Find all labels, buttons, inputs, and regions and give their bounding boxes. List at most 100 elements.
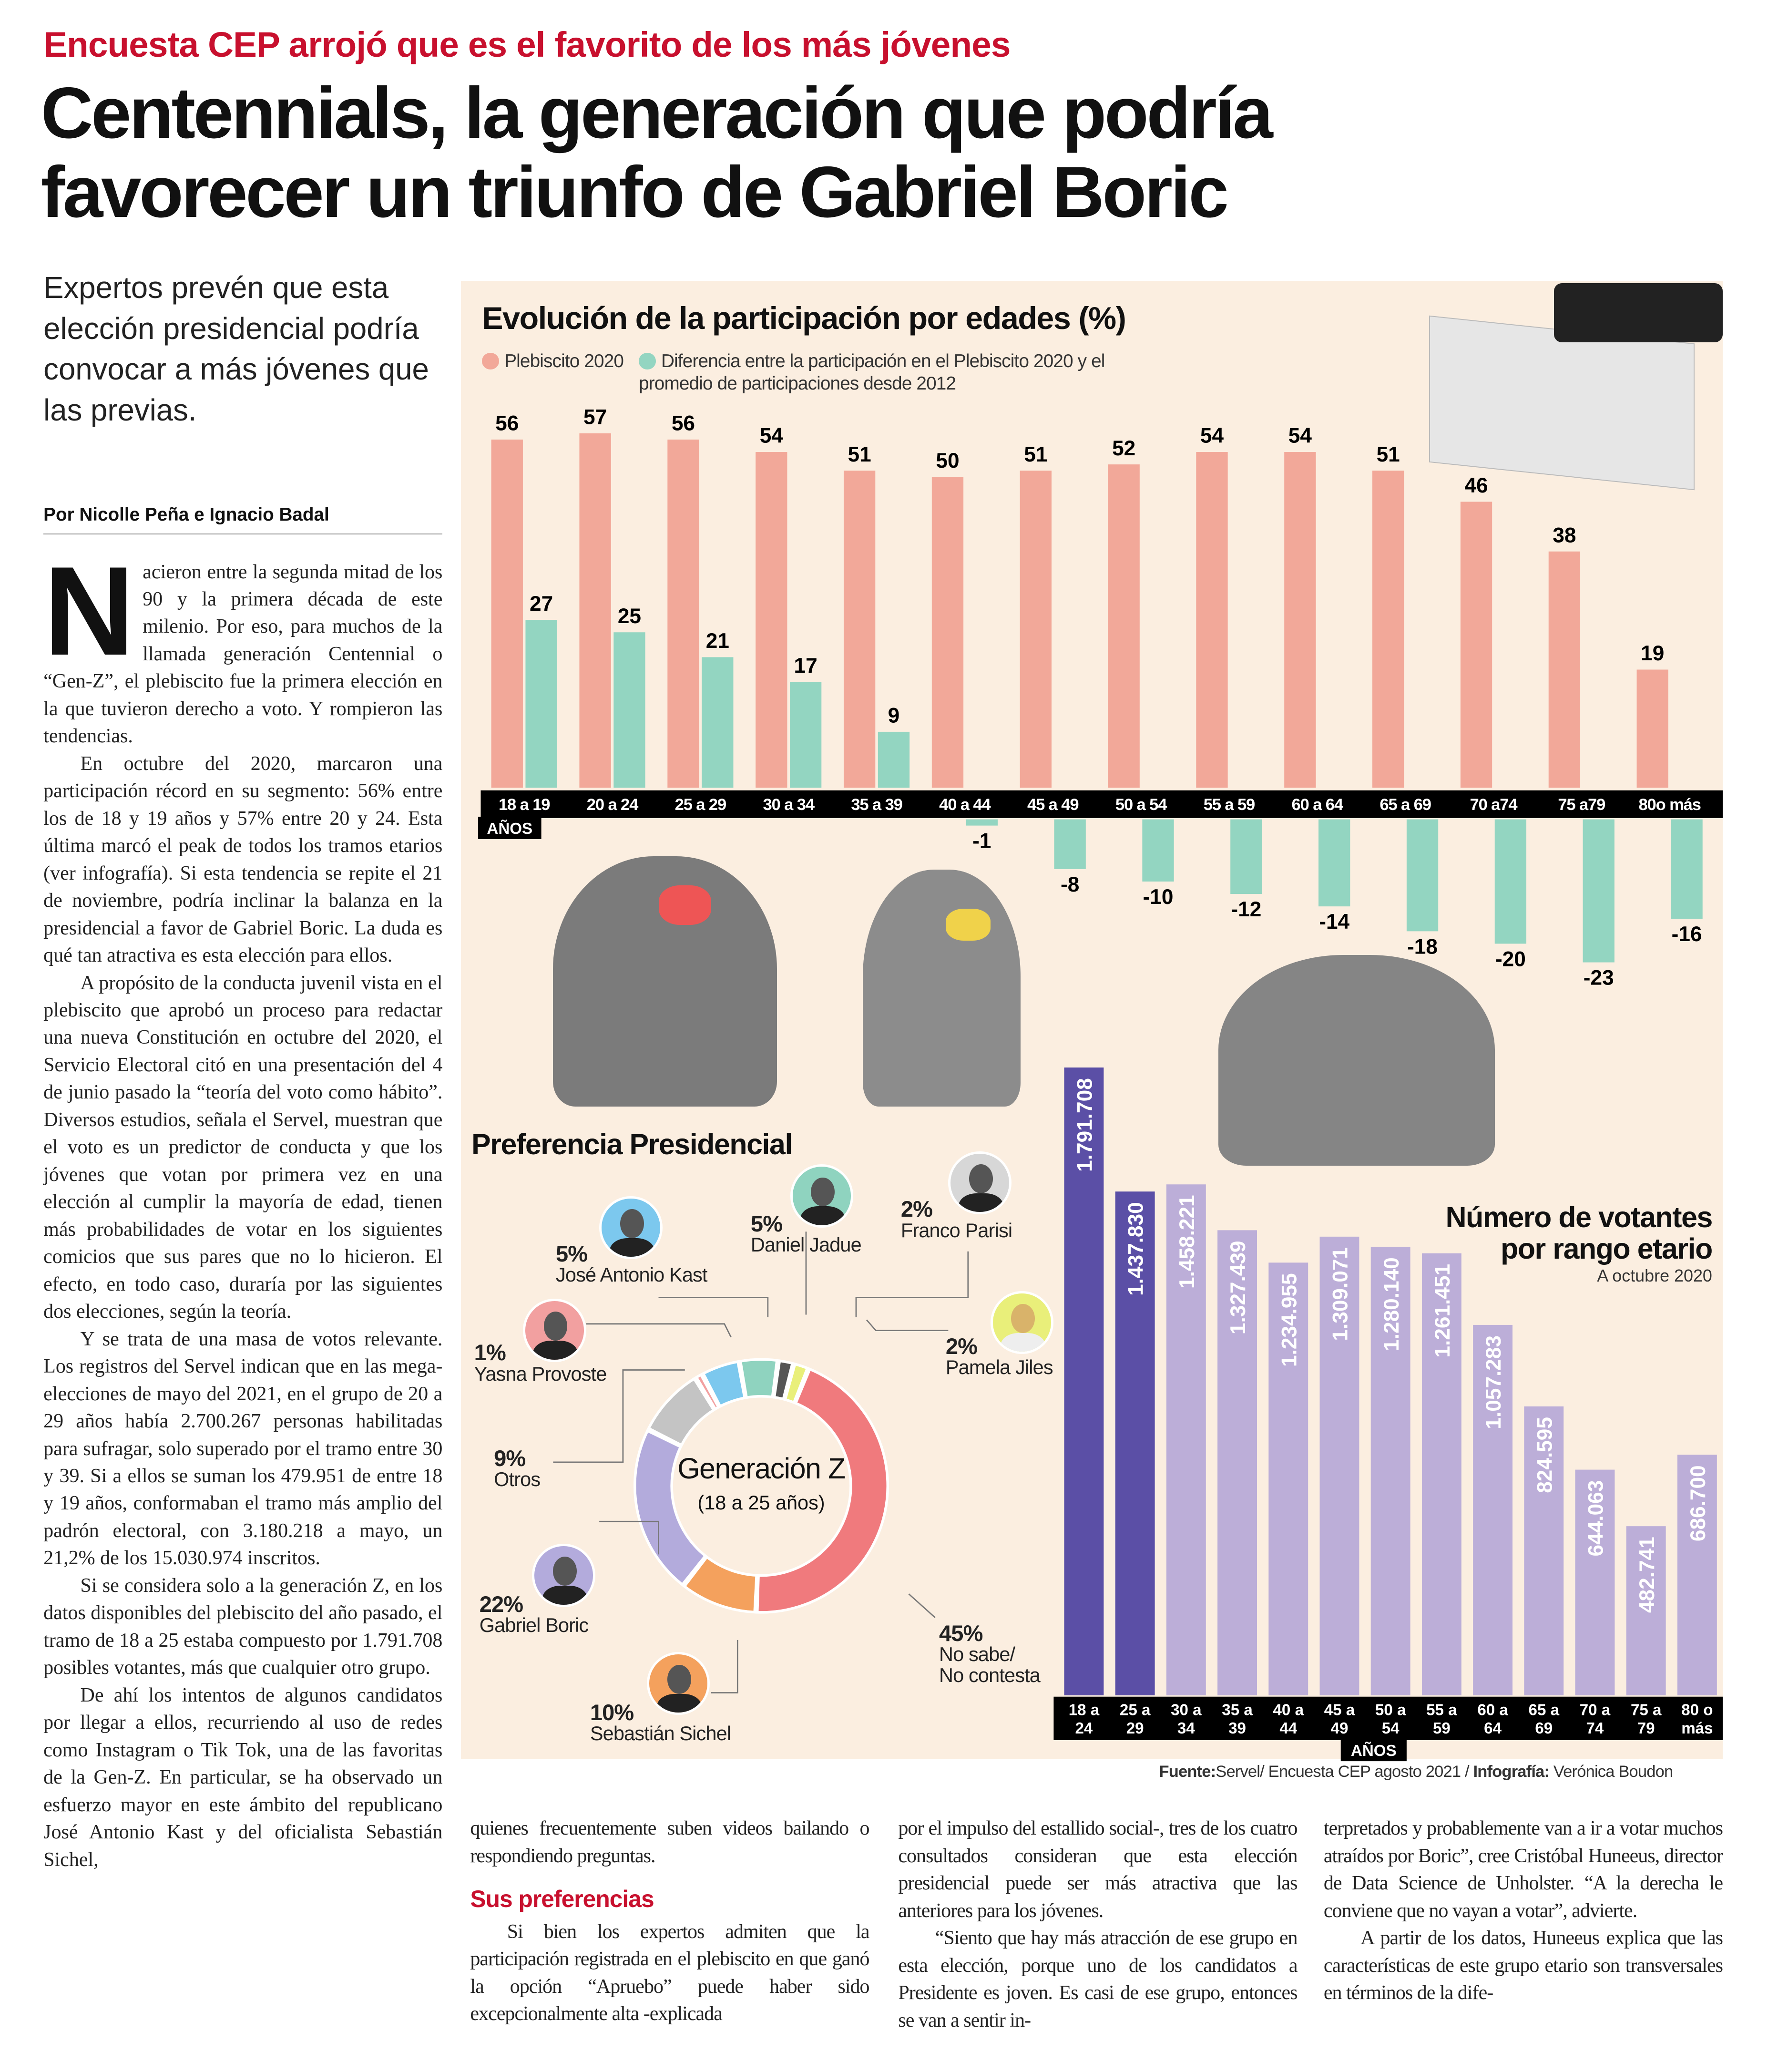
label-otros: 9% Otros xyxy=(494,1445,541,1490)
value-label-voters: 824.595 xyxy=(1533,1417,1556,1493)
woman-photo xyxy=(862,869,1021,1107)
value-label-voters: 1.261.451 xyxy=(1431,1264,1454,1358)
value-label-diferencia: -10 xyxy=(1143,885,1174,909)
bar-plebiscito xyxy=(1548,551,1581,788)
label-sichel: 10% Sebastián Sichel xyxy=(590,1699,731,1744)
voters-chart-subtitle: A octubre 2020 xyxy=(1597,1266,1712,1286)
x-tick-label-line2: más xyxy=(1681,1720,1713,1737)
axis-band xyxy=(480,790,1723,818)
value-label-diferencia: -1 xyxy=(972,830,991,853)
value-label-plebiscito: 46 xyxy=(1464,474,1488,497)
hand-photo xyxy=(1554,283,1723,343)
x-tick-label-line1: 55 a xyxy=(1426,1701,1457,1719)
x-tick-label: 20 a 24 xyxy=(587,796,639,814)
value-label-plebiscito: 19 xyxy=(1641,642,1664,665)
label-parisi: 2% Franco Parisi xyxy=(900,1196,1012,1241)
x-tick-label-line1: 25 a xyxy=(1120,1701,1151,1719)
subhead-sus-preferencias: Sus preferencias xyxy=(470,1886,654,1913)
bar-diferencia xyxy=(878,731,910,788)
bar-plebiscito xyxy=(1372,471,1404,788)
bar-diferencia xyxy=(613,632,645,788)
value-label-diferencia: -12 xyxy=(1231,898,1261,921)
bar-voters xyxy=(1319,1236,1359,1695)
bar-plebiscito xyxy=(579,433,611,788)
bar-plebiscito xyxy=(1636,669,1668,788)
bar-voters xyxy=(1268,1262,1308,1695)
x-tick-label-line2: 64 xyxy=(1484,1720,1502,1737)
value-label-diferencia: 27 xyxy=(530,592,553,615)
bar-diferencia xyxy=(1671,819,1703,919)
donut-slice xyxy=(739,1358,779,1399)
value-label-voters: 1.280.140 xyxy=(1380,1257,1403,1351)
value-label-voters: 1.327.439 xyxy=(1226,1241,1250,1334)
label-kast: 5% José Antonio Kast xyxy=(555,1241,707,1286)
x-tick-label-line2: 69 xyxy=(1535,1720,1553,1737)
axis-label-bg xyxy=(1340,1739,1407,1762)
participation-chart-title: Evolución de la participación por edades… xyxy=(482,300,1126,336)
label-jadue: 5% Daniel Jadue xyxy=(750,1210,862,1256)
donut-slice xyxy=(773,1359,794,1401)
x-tick-label: 65 a 69 xyxy=(1379,796,1431,814)
value-label-plebiscito: 51 xyxy=(1024,443,1047,466)
avatar-jiles xyxy=(990,1291,1054,1354)
bar-diferencia xyxy=(966,819,998,826)
body-column-3: por el impulso del estallido social-, tr… xyxy=(898,1815,1298,2034)
leader-line-boric xyxy=(599,1520,659,1555)
bar-plebiscito xyxy=(491,439,523,788)
x-tick-label-line1: 80 o xyxy=(1681,1701,1713,1719)
bar-plebiscito xyxy=(667,439,699,788)
paragraph: A partir de los datos, Huneeus explica q… xyxy=(1323,1927,1723,2004)
value-label-plebiscito: 52 xyxy=(1112,437,1135,460)
paragraph: por el impulso del estallido social-, tr… xyxy=(898,1817,1298,1922)
value-label-voters: 644.063 xyxy=(1584,1480,1608,1557)
students-photo xyxy=(1218,955,1495,1166)
bar-plebiscito xyxy=(931,477,964,788)
x-tick-label-line2: 49 xyxy=(1331,1720,1349,1737)
x-tick-label: 70 a74 xyxy=(1470,796,1518,814)
bar-diferencia xyxy=(1583,819,1615,963)
donut-slice xyxy=(695,1373,721,1411)
axis-band xyxy=(1053,1696,1723,1740)
x-tick-label-line2: 39 xyxy=(1228,1720,1246,1737)
body-column-4: terpretados y probablemente van a ir a v… xyxy=(1324,1815,1723,2007)
x-tick-label: 55 a 59 xyxy=(1204,796,1255,814)
headline-line-2: favorecer un triunfo de Gabriel Boric xyxy=(41,151,1229,233)
x-tick-label-line1: 35 a xyxy=(1222,1701,1253,1719)
leader-lines xyxy=(553,1231,969,1693)
x-tick-label-line1: 45 a xyxy=(1324,1701,1355,1719)
x-tick-label-line2: 44 xyxy=(1279,1720,1297,1737)
label-jiles: 2% Pamela Jiles xyxy=(945,1333,1053,1378)
bar-voters xyxy=(1473,1324,1513,1695)
legend-swatch-green xyxy=(639,352,656,370)
value-label-voters: 1.234.955 xyxy=(1277,1273,1301,1367)
avatar-jadue xyxy=(790,1164,854,1228)
value-label-plebiscito: 50 xyxy=(936,449,959,472)
x-tick-label-line2: 54 xyxy=(1382,1720,1400,1737)
voters-chart: AÑOS 1.791.708 18 a24 1.437.830 25 a29 1.458.… xyxy=(1053,1067,1723,1762)
bar-voters xyxy=(1421,1253,1461,1695)
value-label-diferencia: -23 xyxy=(1584,966,1614,990)
x-tick-label-line1: 65 a xyxy=(1529,1701,1560,1719)
donut-slice xyxy=(634,1429,707,1587)
bar-voters xyxy=(1575,1469,1615,1695)
bar-plebiscito xyxy=(756,452,787,788)
leader-line-sichel xyxy=(711,1640,738,1693)
value-label-plebiscito: 56 xyxy=(672,412,695,435)
leader-line-parisi xyxy=(855,1251,969,1318)
value-label-plebiscito: 54 xyxy=(760,424,784,448)
preference-donut xyxy=(634,1358,889,1614)
x-tick-label-line1: 70 a xyxy=(1580,1701,1611,1719)
donut-slice xyxy=(783,1362,809,1405)
x-tick-label: 80o más xyxy=(1638,796,1700,814)
headline: Centennials, la generación que podría fa… xyxy=(41,72,1273,233)
leader-line-jiles xyxy=(866,1319,949,1332)
headline-line-1: Centennials, la generación que podría xyxy=(41,72,1273,154)
value-label-voters: 686.700 xyxy=(1686,1465,1710,1541)
bar-plebiscito xyxy=(843,471,876,788)
avatar-sichel xyxy=(646,1651,710,1715)
x-tick-label: 75 a79 xyxy=(1558,796,1605,814)
paragraph: Si bien los expertos admiten que la part… xyxy=(470,1921,869,2025)
bar-diferencia xyxy=(789,682,822,788)
